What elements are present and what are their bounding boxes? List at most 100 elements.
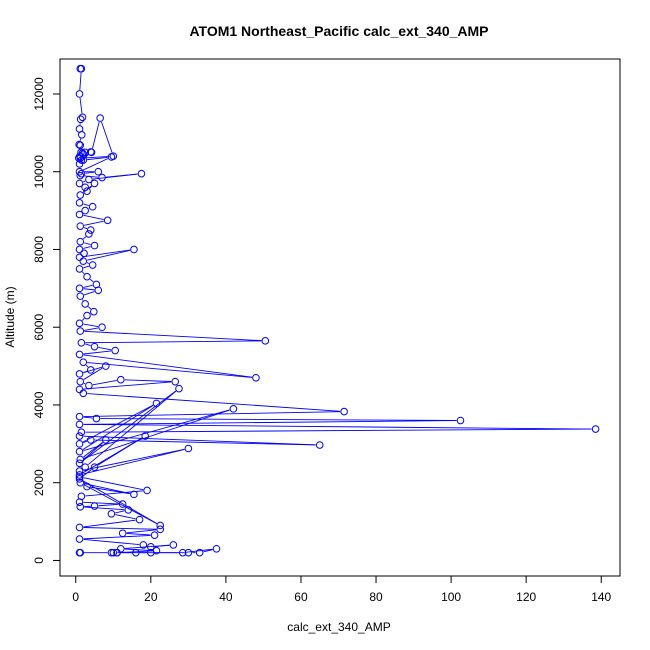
series-segment: [82, 299, 84, 301]
data-point: [75, 140, 83, 149]
data-point: [178, 548, 187, 557]
data-point: [75, 90, 84, 98]
data-point: [75, 523, 84, 532]
series-segment: [83, 440, 88, 443]
data-point: [139, 541, 148, 549]
data-point: [117, 375, 125, 384]
series-segment: [83, 284, 93, 288]
series-segment: [83, 420, 457, 425]
x-tick-label: 0: [72, 590, 79, 604]
x-axis: 0 20 40 60 80 100 120 140: [72, 575, 612, 604]
series-segment: [81, 318, 85, 321]
series-segment: [83, 409, 230, 459]
data-point: [169, 541, 178, 549]
series-segment: [83, 409, 230, 451]
data-point: [75, 199, 84, 207]
data-point: [76, 377, 85, 386]
series-segment: [85, 364, 89, 368]
series-segment: [83, 354, 253, 378]
data-point: [184, 548, 193, 557]
data-point: [83, 272, 91, 281]
data-point: [75, 473, 84, 481]
series-segment: [83, 203, 89, 207]
data-point: [156, 521, 165, 530]
series-segment: [83, 227, 88, 230]
y-tick-label: 0: [32, 557, 46, 564]
series-segment: [83, 442, 103, 458]
series-segment: [126, 529, 157, 534]
data-point: [90, 241, 99, 250]
data-point: [98, 173, 106, 182]
data-point: [83, 482, 91, 491]
data-point: [76, 455, 85, 464]
y-axis: 0 2000 4000 6000 8000 10000 12000: [32, 77, 61, 564]
y-tick-label: 6000: [32, 314, 46, 341]
series-segment: [83, 180, 86, 183]
series-segment: [85, 343, 91, 346]
series-segment: [83, 382, 86, 385]
data-point: [75, 432, 84, 440]
data-point: [150, 531, 159, 539]
series-segment: [83, 291, 95, 296]
data-point: [147, 543, 155, 551]
data-point: [75, 467, 84, 475]
data-point: [75, 319, 84, 328]
data-point: [75, 210, 84, 219]
series-segment: [82, 405, 154, 450]
series-segment: [124, 548, 153, 551]
series-segment: [101, 121, 113, 153]
data-point: [156, 525, 165, 534]
data-point: [252, 373, 260, 382]
series-segment: [100, 418, 457, 421]
series-segment: [83, 416, 93, 419]
series-segment: [83, 367, 103, 380]
series-segment: [84, 483, 131, 494]
series-segment: [82, 442, 104, 461]
series-segment: [83, 435, 316, 446]
series-segment: [83, 381, 172, 390]
data-point: [77, 64, 86, 73]
series-segment: [115, 514, 136, 520]
data-point: [75, 471, 84, 479]
data-point: [132, 548, 140, 557]
data-point: [75, 167, 84, 176]
data-point: [75, 412, 84, 421]
data-point: [89, 307, 98, 316]
x-tick-label: 100: [441, 590, 461, 604]
series-segment: [83, 246, 91, 249]
series-segment: [83, 527, 157, 530]
series-segment: [83, 519, 136, 528]
data-point: [76, 292, 85, 300]
series-segment: [98, 503, 119, 507]
data-point: [90, 342, 99, 351]
data-point: [75, 498, 84, 506]
series-segment: [79, 72, 82, 91]
data-point: [75, 440, 84, 448]
data-point: [101, 436, 110, 444]
series-segment: [87, 362, 252, 378]
data-point: [75, 284, 84, 293]
data-point: [171, 377, 180, 386]
series-segment: [115, 510, 125, 514]
data-point: [118, 529, 127, 538]
series-segment: [86, 262, 90, 264]
data-point: [77, 169, 86, 178]
data-point: [92, 414, 101, 423]
x-tick-label: 120: [516, 590, 536, 604]
data-point: [94, 167, 103, 176]
data-point: [77, 338, 86, 347]
data-point: [78, 113, 87, 122]
series-segment: [94, 439, 316, 446]
series-segment: [82, 236, 87, 240]
data-point: [83, 311, 91, 320]
series-segment: [85, 340, 262, 344]
series-segment: [83, 265, 89, 269]
series-segment: [79, 138, 82, 141]
data-point: [75, 475, 84, 483]
series-segment: [82, 390, 177, 462]
data-point: [86, 226, 95, 234]
data-point: [147, 548, 155, 557]
series-segment: [83, 366, 103, 374]
data-point: [124, 506, 133, 514]
data-point: [101, 362, 110, 370]
